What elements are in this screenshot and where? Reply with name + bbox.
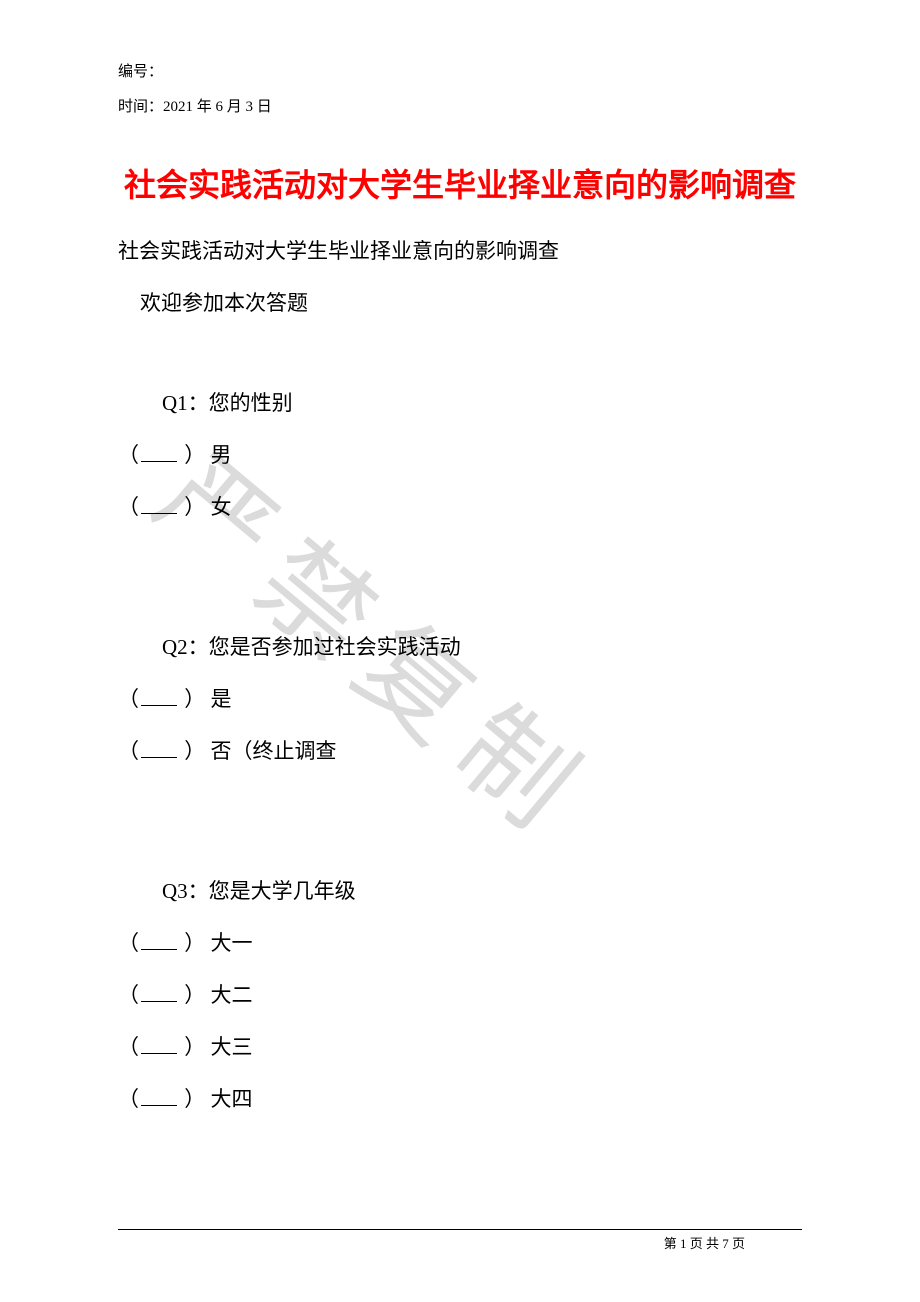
option-q1-1: （ ） 男 [118, 439, 802, 469]
header-date: 时间：2021 年 6 月 3 日 [118, 95, 802, 116]
option-q2-1: （ ） 是 [118, 683, 802, 713]
option-text: 男 [211, 443, 232, 467]
question-1: Q1：您的性别 [162, 387, 802, 417]
page-footer: 第 1 页 共 7 页 [664, 1233, 745, 1252]
option-text: 是 [211, 687, 232, 711]
option-text: 大四 [211, 1087, 253, 1111]
question-3: Q3：您是大学几年级 [162, 875, 802, 905]
option-q2-2: （ ） 否（终止调查 [118, 735, 802, 765]
main-title: 社会实践活动对大学生毕业择业意向的影响调查 [118, 160, 802, 211]
option-text: 否（终止调查 [211, 739, 337, 763]
option-q3-2: （ ） 大二 [118, 979, 802, 1009]
footer-divider [118, 1229, 802, 1230]
option-text: 女 [211, 495, 232, 519]
subtitle: 社会实践活动对大学生毕业择业意向的影响调查 [118, 235, 802, 265]
header-number: 编号： [118, 60, 802, 81]
option-q3-1: （ ） 大一 [118, 927, 802, 957]
question-2: Q2：您是否参加过社会实践活动 [162, 631, 802, 661]
option-text: 大一 [211, 931, 253, 955]
footer-prefix: 第 [664, 1236, 680, 1251]
option-text: 大二 [211, 983, 253, 1007]
date-label: 时间： [118, 99, 163, 115]
option-q1-2: （ ） 女 [118, 491, 802, 521]
option-q3-3: （ ） 大三 [118, 1031, 802, 1061]
footer-middle: 页 共 [686, 1236, 722, 1251]
welcome-text: 欢迎参加本次答题 [140, 287, 802, 317]
date-value: 2021 年 6 月 3 日 [163, 99, 272, 115]
option-q3-4: （ ） 大四 [118, 1083, 802, 1113]
option-text: 大三 [211, 1035, 253, 1059]
footer-suffix: 页 [729, 1236, 745, 1251]
